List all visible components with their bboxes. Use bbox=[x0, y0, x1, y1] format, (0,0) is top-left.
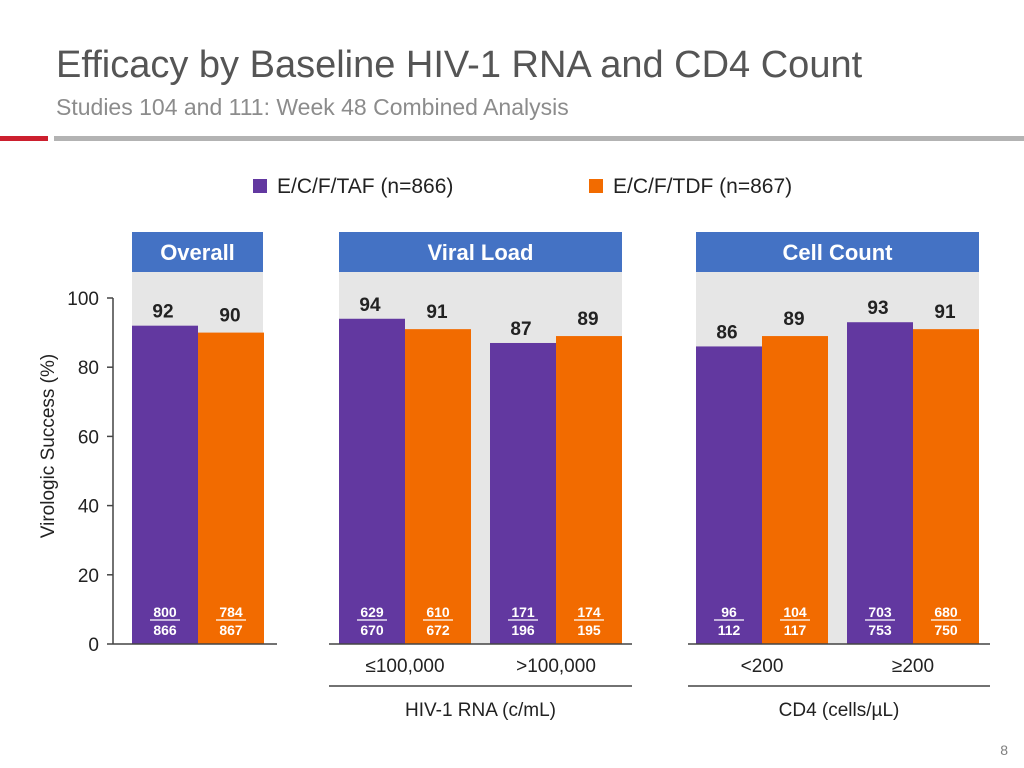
panel-title: Viral Load bbox=[428, 240, 534, 265]
bar-tdf bbox=[913, 329, 979, 644]
bar-taf bbox=[847, 322, 913, 644]
bar-denominator: 750 bbox=[934, 622, 958, 638]
bar-value-label: 89 bbox=[783, 309, 804, 330]
bar-denominator: 866 bbox=[153, 622, 177, 638]
bar-value-label: 92 bbox=[152, 302, 173, 323]
panel-title: Overall bbox=[160, 240, 235, 265]
category-label: >100,000 bbox=[516, 656, 596, 677]
panel-title: Cell Count bbox=[783, 240, 894, 265]
bar-value-label: 90 bbox=[219, 306, 240, 327]
legend-label-taf: E/C/F/TAF (n=866) bbox=[277, 175, 453, 198]
category-label: ≤100,000 bbox=[365, 656, 444, 677]
y-tick-label: 40 bbox=[78, 497, 99, 518]
bar-taf bbox=[696, 346, 762, 644]
y-tick-label: 20 bbox=[78, 566, 99, 587]
legend-swatch-tdf bbox=[589, 179, 603, 193]
panel-xlabel: HIV-1 RNA (c/mL) bbox=[405, 700, 556, 721]
bar-value-label: 91 bbox=[934, 302, 956, 323]
bar-numerator: 680 bbox=[934, 604, 958, 620]
panel-header bbox=[696, 232, 979, 272]
bar-denominator: 117 bbox=[784, 622, 807, 638]
bar-value-label: 93 bbox=[867, 298, 888, 319]
page-subtitle: Studies 104 and 111: Week 48 Combined An… bbox=[56, 94, 569, 120]
bar-tdf bbox=[198, 332, 264, 644]
y-tick-label: 80 bbox=[78, 358, 99, 379]
page-number: 8 bbox=[1000, 742, 1008, 758]
panel-xlabel: CD4 (cells/µL) bbox=[779, 700, 900, 721]
bar-numerator: 96 bbox=[721, 604, 737, 620]
bar-denominator: 112 bbox=[718, 622, 741, 638]
bar-denominator: 195 bbox=[577, 622, 601, 638]
page-title: Efficacy by Baseline HIV-1 RNA and CD4 C… bbox=[56, 44, 863, 86]
bar-taf bbox=[132, 325, 198, 644]
bar-denominator: 670 bbox=[360, 622, 384, 638]
legend-label-tdf: E/C/F/TDF (n=867) bbox=[613, 175, 792, 198]
bar-numerator: 171 bbox=[511, 604, 535, 620]
category-label: <200 bbox=[741, 656, 784, 677]
y-tick-label: 0 bbox=[88, 635, 99, 656]
bar-tdf bbox=[762, 336, 828, 644]
bar-numerator: 800 bbox=[153, 604, 177, 620]
bar-denominator: 672 bbox=[426, 622, 450, 638]
y-axis-label: Virologic Success (%) bbox=[38, 354, 59, 538]
panel-header bbox=[132, 232, 263, 272]
bar-numerator: 174 bbox=[577, 604, 601, 620]
bar-denominator: 753 bbox=[868, 622, 892, 638]
bar-taf bbox=[339, 318, 405, 644]
bar-value-label: 87 bbox=[510, 319, 531, 340]
title-rule-accent bbox=[0, 136, 48, 141]
bar-numerator: 703 bbox=[868, 604, 892, 620]
category-label: ≥200 bbox=[892, 656, 934, 677]
bar-tdf bbox=[405, 329, 471, 644]
legend-swatch-taf bbox=[253, 179, 267, 193]
bar-value-label: 89 bbox=[577, 309, 598, 330]
bar-taf bbox=[490, 342, 556, 644]
bar-numerator: 784 bbox=[219, 604, 243, 620]
bar-value-label: 94 bbox=[359, 295, 381, 316]
bar-numerator: 104 bbox=[783, 604, 807, 620]
bar-value-label: 86 bbox=[716, 322, 737, 343]
bar-denominator: 196 bbox=[511, 622, 535, 638]
bar-denominator: 867 bbox=[219, 622, 243, 638]
bar-value-label: 91 bbox=[426, 302, 448, 323]
bar-numerator: 610 bbox=[426, 604, 450, 620]
bar-numerator: 629 bbox=[360, 604, 384, 620]
panel-header bbox=[339, 232, 622, 272]
bar-tdf bbox=[556, 336, 622, 644]
y-tick-label: 60 bbox=[78, 427, 99, 448]
y-tick-label: 100 bbox=[67, 289, 99, 310]
title-rule bbox=[54, 136, 1024, 141]
